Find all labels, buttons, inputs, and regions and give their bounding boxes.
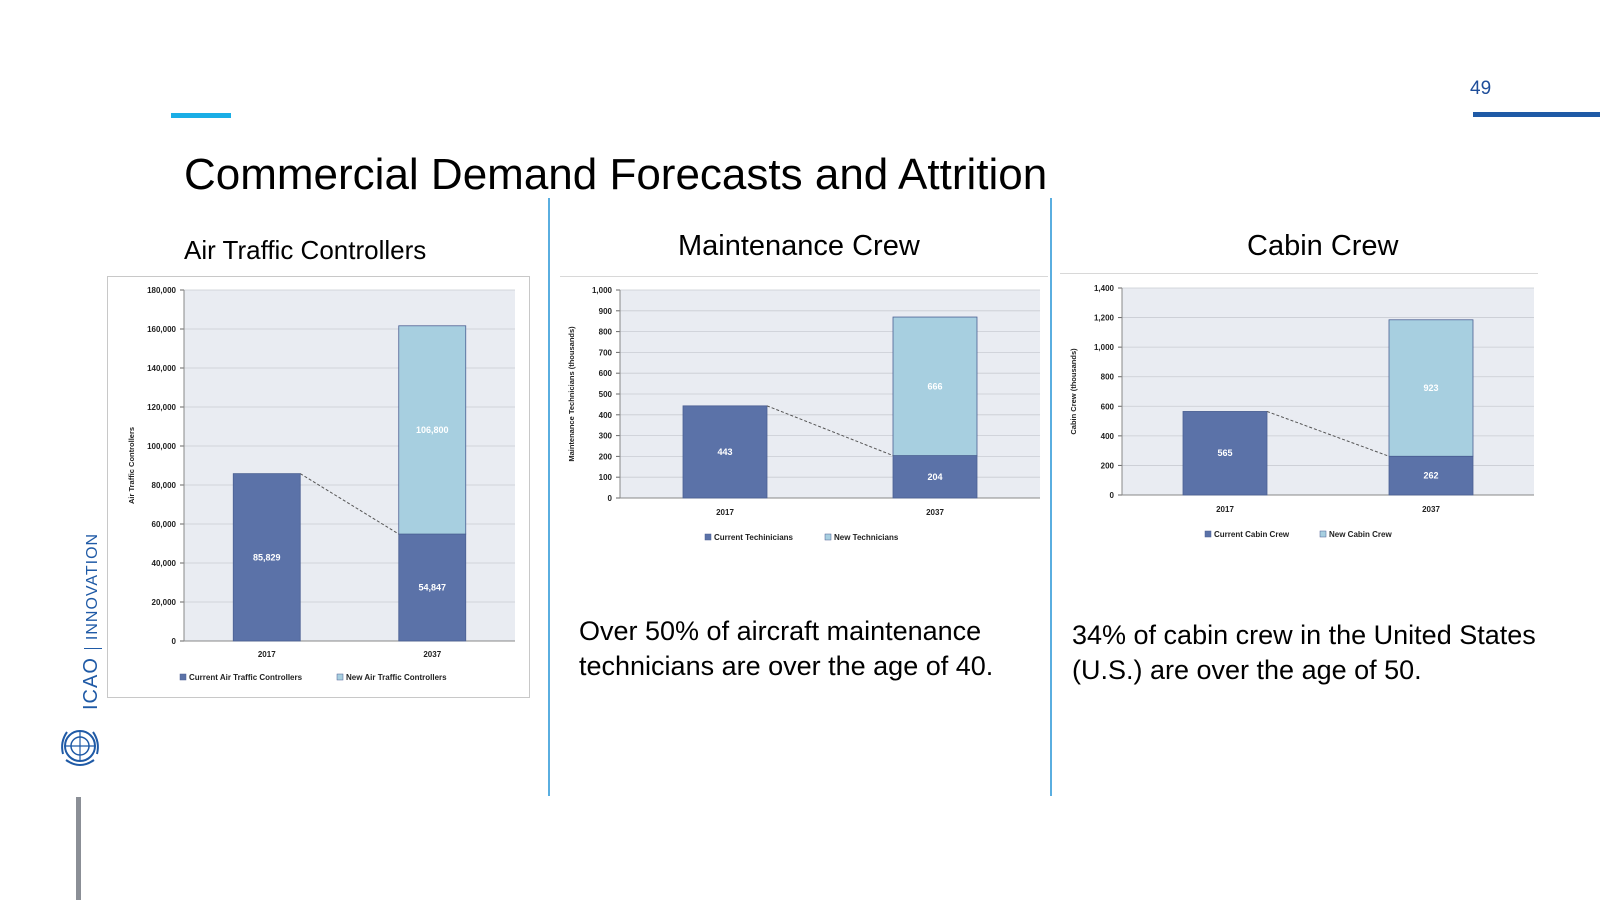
legend-swatch — [336, 673, 344, 681]
y-tick-label: 800 — [1101, 373, 1115, 382]
data-label: 85,829 — [253, 552, 281, 562]
bar-segment — [892, 316, 978, 456]
y-tick-label: 300 — [599, 432, 613, 441]
y-tick-label: 1,400 — [1094, 284, 1115, 293]
un-emblem-icon — [61, 730, 99, 766]
y-tick-label: 100,000 — [147, 442, 176, 451]
data-label: 666 — [927, 381, 942, 391]
y-tick-label: 200 — [1101, 461, 1115, 470]
x-tick-label: 2037 — [926, 508, 944, 517]
bar-segment — [1388, 455, 1474, 496]
sidebar-tagline: INNOVATION — [84, 532, 101, 641]
y-tick-label: 600 — [599, 369, 613, 378]
trend-line — [766, 405, 894, 457]
y-tick-label: 900 — [599, 307, 613, 316]
data-label: 54,847 — [418, 583, 446, 593]
y-tick-label: 700 — [599, 348, 613, 357]
y-tick-label: 0 — [1110, 491, 1115, 500]
sidebar-brand: ICAO INNOVATION — [80, 533, 103, 710]
y-axis-label: Cabin Crew (thousands) — [1069, 348, 1078, 435]
accent-bar-top-right — [1473, 112, 1600, 117]
bar-segment — [232, 473, 301, 642]
column-divider-1 — [548, 198, 550, 796]
y-axis-label: Maintenance Technicians (thousands) — [567, 326, 576, 462]
maintenance-note-line-1: Over 50% of aircraft maintenance — [579, 616, 982, 646]
data-label: 565 — [1217, 448, 1232, 458]
legend-swatch — [704, 533, 712, 541]
y-tick-label: 160,000 — [147, 325, 176, 334]
y-tick-label: 180,000 — [147, 286, 176, 295]
cabin-note-line-1: 34% of cabin crew in the United States — [1072, 620, 1536, 650]
chart-atc: 0 20,000 40,000 60,000 80,000 100,000 120,000 1… — [107, 276, 530, 698]
maintenance-note-line-2: technicians are over the age of 40. — [579, 651, 994, 681]
maintenance-note: Over 50% of aircraft maintenance technic… — [579, 614, 993, 684]
bar-segment — [682, 405, 768, 499]
legend-swatch — [1319, 530, 1327, 538]
accent-bar-top-left — [171, 113, 231, 118]
chart-svg: 0 20,000 40,000 60,000 80,000 100,000 120,000 1… — [107, 276, 530, 698]
x-tick-label: 2037 — [423, 650, 441, 659]
x-tick-label: 2017 — [258, 650, 276, 659]
legend-label: Current Techinicians — [714, 533, 794, 542]
chart-maintenance: 0 100 200 300 400 500 600 700 800 900 1,000 Mainten… — [560, 276, 1048, 556]
y-tick-label: 140,000 — [147, 364, 176, 373]
legend-swatch — [824, 533, 832, 541]
y-tick-label: 80,000 — [152, 481, 177, 490]
page-number: 49 — [1470, 78, 1492, 99]
sidebar-separator — [83, 648, 102, 650]
legend-swatch — [1204, 530, 1212, 538]
chart-svg: 0 100 200 300 400 500 600 700 800 900 1,000 Mainten… — [560, 276, 1048, 542]
cabin-note: 34% of cabin crew in the United States (… — [1072, 618, 1600, 688]
data-label: 443 — [717, 447, 732, 457]
bar-segment — [1388, 319, 1474, 457]
y-tick-label: 1,000 — [1094, 343, 1115, 352]
sidebar-org: ICAO — [80, 657, 102, 710]
data-label: 204 — [927, 472, 942, 482]
legend-label: New Technicians — [834, 533, 899, 542]
chart-cabin: 0 200 400 600 800 1,000 1,200 1,400 Cabin Crew (… — [1060, 273, 1538, 553]
bar-segment — [892, 455, 978, 499]
x-tick-label: 2017 — [716, 508, 734, 517]
section-title-cabin: Cabin Crew — [1247, 230, 1399, 262]
bar-segment — [1182, 411, 1268, 496]
trend-line — [299, 473, 400, 535]
y-tick-label: 1,000 — [592, 286, 613, 295]
section-title-atc: Air Traffic Controllers — [184, 235, 427, 265]
data-label: 923 — [1423, 383, 1438, 393]
y-tick-label: 1,200 — [1094, 314, 1115, 323]
cabin-note-line-2: (U.S.) are over the age of 50. — [1072, 655, 1422, 685]
y-tick-label: 0 — [608, 494, 613, 503]
y-tick-label: 800 — [599, 328, 613, 337]
bar-segment — [398, 325, 467, 535]
legend-label: Current Cabin Crew — [1214, 530, 1290, 539]
data-label: 262 — [1423, 471, 1438, 481]
data-label: 106,800 — [416, 425, 449, 435]
legend-label: New Cabin Crew — [1329, 530, 1392, 539]
y-tick-label: 400 — [1101, 432, 1115, 441]
x-tick-label: 2017 — [1216, 505, 1234, 514]
legend-label: Current Air Traffic Controllers — [189, 673, 303, 682]
y-tick-label: 100 — [599, 473, 613, 482]
section-title-maintenance: Maintenance Crew — [678, 230, 920, 262]
y-tick-label: 0 — [172, 637, 177, 646]
trend-line — [1266, 410, 1390, 457]
y-tick-label: 120,000 — [147, 403, 176, 412]
legend-label: New Air Traffic Controllers — [346, 673, 447, 682]
y-tick-label: 600 — [1101, 402, 1115, 411]
chart-svg: 0 200 400 600 800 1,000 1,200 1,400 Cabin Crew (… — [1060, 273, 1538, 539]
page-title: Commercial Demand Forecasts and Attritio… — [184, 150, 1048, 199]
column-divider-2 — [1050, 198, 1052, 796]
legend-swatch — [179, 673, 187, 681]
x-tick-label: 2037 — [1422, 505, 1440, 514]
sidebar-gray-bar — [76, 797, 81, 900]
y-tick-label: 400 — [599, 411, 613, 420]
y-tick-label: 200 — [599, 452, 613, 461]
y-axis-label: Air Traffic Controllers — [127, 427, 136, 504]
y-tick-label: 20,000 — [152, 598, 177, 607]
y-tick-label: 60,000 — [152, 520, 177, 529]
y-tick-label: 40,000 — [152, 559, 177, 568]
y-tick-label: 500 — [599, 390, 613, 399]
